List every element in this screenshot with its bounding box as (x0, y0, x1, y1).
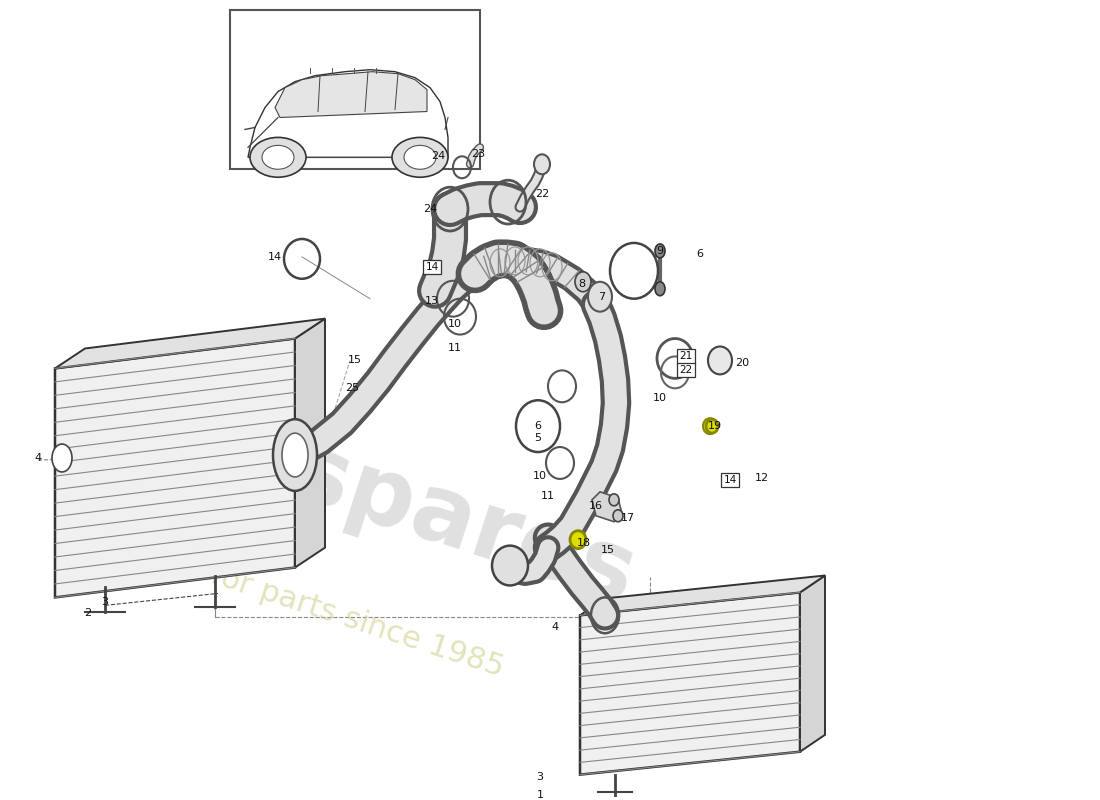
Text: 10: 10 (534, 471, 547, 481)
Text: 1: 1 (537, 790, 543, 799)
Polygon shape (580, 593, 800, 774)
Ellipse shape (52, 444, 72, 472)
Text: 10: 10 (653, 394, 667, 403)
Ellipse shape (654, 282, 666, 296)
Text: 24: 24 (422, 204, 437, 214)
Text: 12: 12 (755, 473, 769, 483)
Text: 21: 21 (680, 351, 693, 362)
Polygon shape (275, 72, 427, 118)
Text: 4: 4 (34, 453, 42, 463)
Text: 3: 3 (537, 772, 543, 782)
Ellipse shape (654, 244, 666, 258)
Text: 3: 3 (101, 598, 109, 607)
Ellipse shape (262, 146, 294, 170)
Text: 6: 6 (696, 249, 704, 259)
Ellipse shape (609, 494, 619, 506)
Text: 11: 11 (541, 491, 556, 501)
Ellipse shape (575, 272, 591, 292)
Polygon shape (55, 318, 324, 368)
Text: 13: 13 (425, 296, 439, 306)
Text: eurospares: eurospares (50, 352, 647, 624)
Ellipse shape (282, 433, 308, 477)
Text: 19: 19 (708, 421, 722, 431)
Ellipse shape (273, 419, 317, 491)
Text: a passion for parts since 1985: a passion for parts since 1985 (60, 512, 507, 682)
Ellipse shape (492, 546, 528, 586)
Text: 15: 15 (348, 355, 362, 366)
Text: 20: 20 (735, 358, 749, 369)
Text: 16: 16 (588, 501, 603, 511)
Polygon shape (800, 575, 825, 752)
Text: 4: 4 (551, 622, 559, 632)
Ellipse shape (570, 530, 586, 549)
Ellipse shape (588, 282, 612, 312)
Text: 11: 11 (448, 343, 462, 354)
Ellipse shape (706, 419, 718, 433)
Polygon shape (295, 318, 324, 567)
Ellipse shape (708, 346, 732, 374)
Ellipse shape (613, 510, 623, 522)
Text: 22: 22 (535, 189, 549, 199)
Text: 23: 23 (471, 150, 485, 159)
Ellipse shape (250, 138, 306, 178)
Text: 14: 14 (724, 475, 737, 485)
Text: 7: 7 (598, 292, 606, 302)
Text: 8: 8 (579, 278, 585, 289)
Text: 10: 10 (448, 318, 462, 329)
Text: 15: 15 (601, 545, 615, 554)
Text: 14: 14 (426, 262, 439, 272)
Text: 24: 24 (431, 151, 446, 162)
Ellipse shape (703, 418, 717, 434)
Text: 25: 25 (345, 383, 359, 394)
Text: 17: 17 (620, 513, 635, 522)
Text: 9: 9 (657, 246, 663, 256)
Polygon shape (580, 575, 825, 615)
Text: 6: 6 (535, 421, 541, 431)
Polygon shape (55, 338, 295, 598)
Polygon shape (592, 492, 622, 522)
Text: 5: 5 (535, 433, 541, 443)
Ellipse shape (404, 146, 436, 170)
Text: 14: 14 (268, 252, 282, 262)
Text: 18: 18 (576, 538, 591, 548)
Ellipse shape (534, 154, 550, 174)
Ellipse shape (392, 138, 448, 178)
Text: 22: 22 (680, 366, 693, 375)
Polygon shape (230, 10, 480, 170)
Polygon shape (248, 70, 448, 158)
Text: 2: 2 (85, 608, 91, 618)
